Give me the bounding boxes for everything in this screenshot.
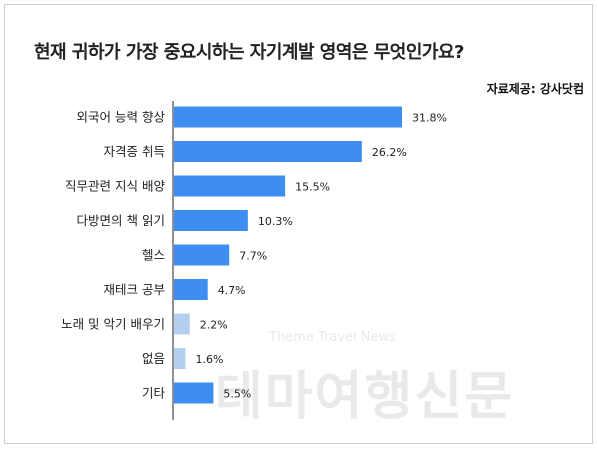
category-label-5: 재테크 공부 [104, 282, 165, 297]
value-label-4: 7.7% [239, 250, 267, 263]
value-label-2: 15.5% [295, 181, 330, 194]
bar-2 [174, 175, 286, 197]
source-credit: 자료제공: 강사닷컴 [486, 82, 584, 96]
value-label-8: 5.5% [223, 388, 251, 401]
bar-3 [174, 210, 248, 231]
category-label-8: 기타 [142, 386, 166, 401]
bar-0 [174, 106, 402, 128]
value-label-5: 4.7% [218, 284, 246, 297]
value-label-6: 2.2% [200, 319, 228, 332]
chart-title: 현재 귀하가 가장 중요시하는 자기계발 영역은 무엇인가요? [34, 42, 464, 63]
value-label-3: 10.3% [258, 215, 293, 228]
value-label-7: 1.6% [195, 353, 223, 366]
bar-8 [174, 382, 214, 404]
chart-frame [4, 4, 593, 444]
bar-5 [174, 279, 208, 300]
bar-7 [174, 348, 186, 369]
value-label-1: 26.2% [372, 146, 407, 159]
value-label-0: 31.8% [412, 112, 447, 125]
category-label-2: 직무관련 지식 배양 [65, 179, 165, 194]
category-label-4: 헬스 [142, 248, 165, 263]
category-label-1: 자격증 취득 [104, 144, 165, 159]
category-label-0: 외국어 능력 향상 [77, 110, 166, 125]
category-label-6: 노래 및 악기 배우기 [61, 317, 165, 332]
bar-4 [174, 244, 230, 266]
bar-6 [174, 313, 190, 335]
category-label-3: 다방면의 책 읽기 [77, 213, 165, 228]
category-label-7: 없음 [142, 351, 165, 366]
bar-1 [174, 141, 362, 162]
